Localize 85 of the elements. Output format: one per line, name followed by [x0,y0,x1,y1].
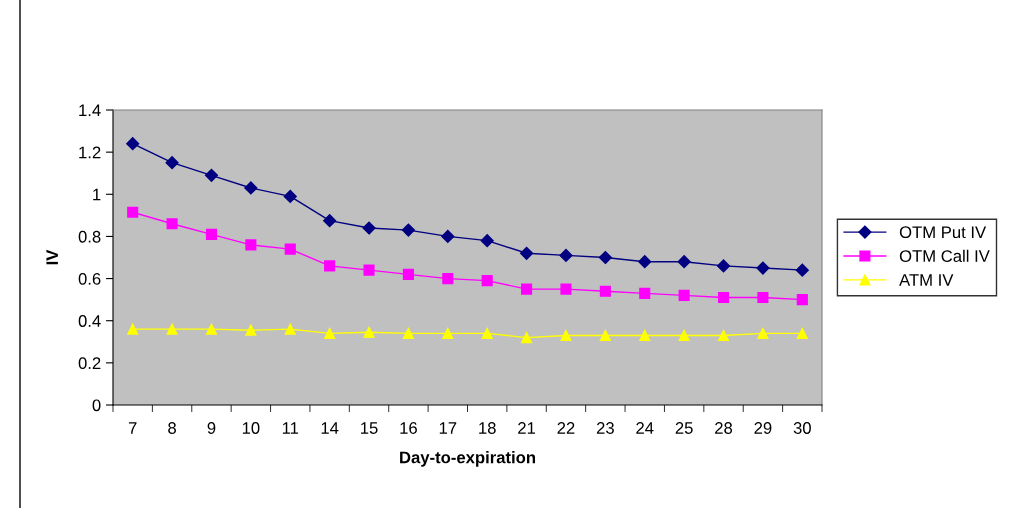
point [204,168,219,182]
legend-label: OTM Call IV [899,249,990,262]
point [481,327,493,339]
point [284,323,296,335]
x-tick-label: 30 [793,422,811,434]
point [560,283,572,295]
point [795,263,809,277]
point [757,327,769,339]
point [599,329,611,342]
x-tick-label: 22 [557,422,575,434]
point [521,332,533,344]
y-tick-label: 0.2 [78,357,101,370]
point [560,329,572,342]
point [402,327,414,339]
x-tick-label: 23 [596,422,614,434]
point [639,329,651,342]
point [480,234,494,248]
point [165,156,179,170]
point [756,261,770,275]
point [481,275,493,287]
point [323,214,337,228]
x-tick-label: 8 [168,422,176,434]
y-tick-label: 0.6 [78,272,101,285]
point [324,260,336,272]
point [166,323,178,335]
point [716,259,731,273]
x-tick-label: 28 [715,422,733,434]
y-tick-label: 1.4 [79,104,101,117]
x-tick-label: 18 [479,422,496,434]
point [796,327,808,339]
point [521,283,533,295]
point [442,273,454,285]
point [284,243,296,255]
x-tick-label: 10 [242,422,260,434]
y-axis-title: IV [46,249,58,265]
point [283,189,297,203]
point [205,228,218,240]
point [678,289,690,301]
x-tick-label: 29 [754,422,772,434]
y-tick-label: 0.8 [78,230,101,243]
point [401,223,416,237]
point [638,255,652,269]
point [441,229,455,244]
y-tick-label: 1 [93,188,101,201]
point [324,327,336,339]
y-tick-label: 0.4 [78,315,101,327]
point [519,246,534,260]
legend-label: ATM IV [899,274,954,286]
x-tick-label: 15 [361,422,378,434]
x-axis-title: Day-to-expiration [400,451,535,467]
point [363,326,375,338]
point [639,287,651,299]
point [757,291,769,304]
point [717,291,730,304]
point [205,323,218,335]
point [678,329,690,342]
point [677,255,691,269]
x-tick-label: 21 [518,422,536,434]
point [796,294,808,306]
x-tick-label: 17 [439,422,457,434]
point [244,181,258,195]
point [127,206,139,218]
x-tick-label: 7 [128,422,137,434]
point [126,137,140,151]
x-tick-label: 14 [321,422,339,434]
point [442,327,454,339]
y-tick-label: 0 [92,399,101,412]
x-tick-label: 24 [636,422,654,434]
point [599,285,611,297]
point [559,248,573,262]
point [127,323,139,335]
point [245,324,257,336]
point [363,264,375,276]
point [598,250,612,265]
x-tick-label: 25 [675,422,693,434]
legend-label: OTM Put IV [899,226,987,239]
point [245,239,257,251]
point [717,329,730,342]
point [402,268,414,280]
x-tick-label: 9 [207,422,216,434]
point [166,218,178,230]
point [362,221,376,235]
x-tick-label: 11 [282,422,299,434]
x-tick-label: 16 [400,422,417,434]
y-tick-label: 1.2 [79,146,101,159]
